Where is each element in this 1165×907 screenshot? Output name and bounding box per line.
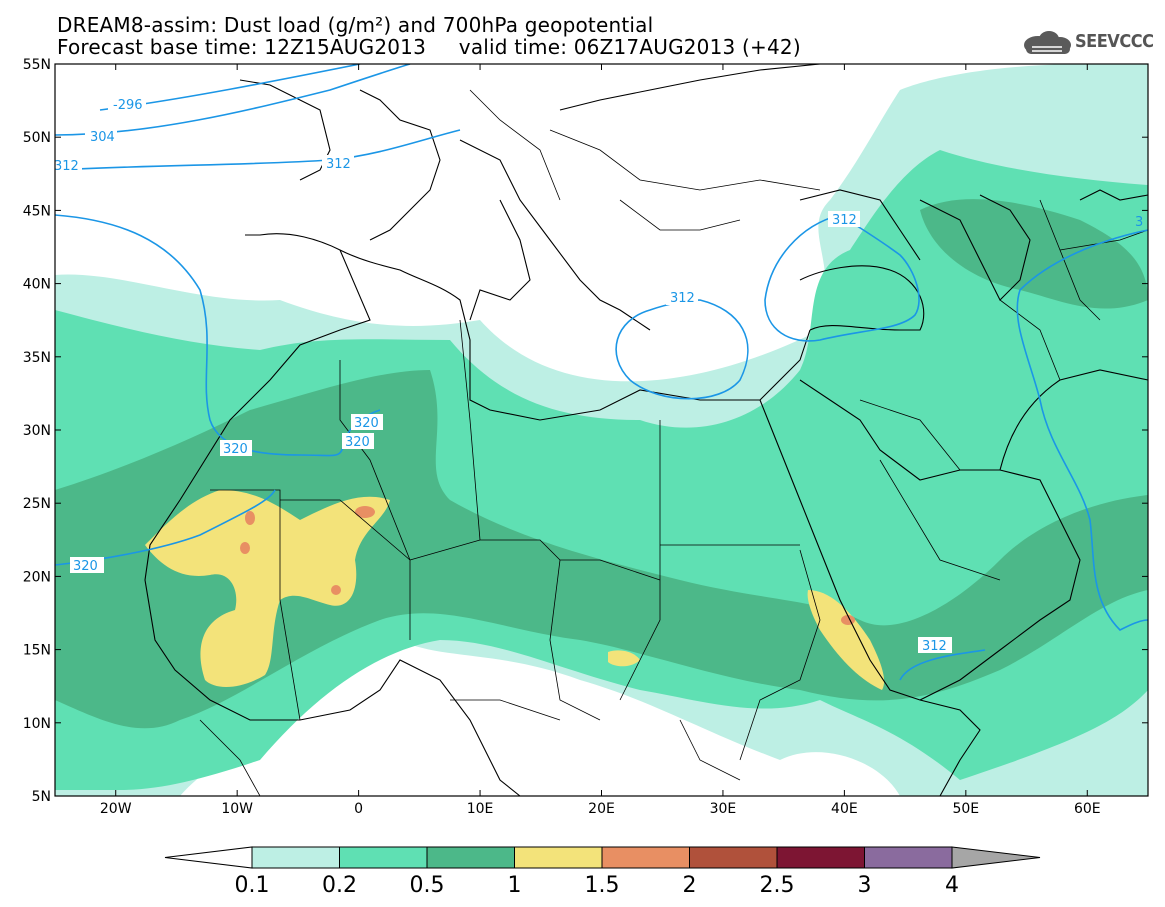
map-title: DREAM8-assim: Dust load (g/m²) and 700hP… <box>57 13 654 37</box>
contour-label: 312 <box>832 213 857 228</box>
lon-label: 0 <box>354 801 363 817</box>
colorbar-label: 0.1 <box>235 873 270 898</box>
lat-label: 40N <box>23 277 51 293</box>
colorbar-label: 2.5 <box>760 873 795 898</box>
colorbar-low-arrow <box>164 846 253 869</box>
dust-spot-1.5 <box>240 542 250 554</box>
colorbar-swatch <box>864 846 953 869</box>
dust-band-0.5-caspian <box>920 199 1148 309</box>
lat-label: 35N <box>23 350 51 366</box>
latitude-axis: 55N 50N 45N 40N 35N 30N 25N 20N 15N 10N 5N <box>23 57 1148 805</box>
contour-label: 320 <box>345 435 370 450</box>
colorbar-label: 0.5 <box>410 873 445 898</box>
contour-label: 320 <box>354 416 379 431</box>
longitude-axis: 20W 10W 0 10E 20E 30E 40E 50E 60E <box>100 64 1101 817</box>
dust-spot-1.5 <box>355 506 375 518</box>
colorbar-label: 2 <box>683 873 697 898</box>
lon-label: 30E <box>710 801 737 817</box>
colorbar-label: 3 <box>858 873 872 898</box>
contour-label: 3 <box>1135 215 1143 230</box>
lon-label: 60E <box>1074 801 1101 817</box>
colorbar-swatch <box>689 846 778 869</box>
colorbar-label: 1 <box>508 873 522 898</box>
colorbar-swatch <box>251 846 340 869</box>
contour-label: 312 <box>922 639 947 654</box>
contour-label: 320 <box>73 559 98 574</box>
lon-label: 20W <box>100 801 132 817</box>
dust-band-1 <box>145 490 390 687</box>
contour-labels: -296 304 312 312 312 312 312 320 320 320… <box>54 96 1143 654</box>
lat-label: 45N <box>23 203 51 219</box>
lat-label: 10N <box>23 716 51 732</box>
dust-band-1-small <box>608 650 640 667</box>
colorbar-label: 0.2 <box>322 873 357 898</box>
contour-label: -296 <box>113 98 143 113</box>
colorbar-swatch <box>339 846 428 869</box>
contour-label: 304 <box>90 130 115 145</box>
lat-label: 15N <box>23 643 51 659</box>
lon-label: 40E <box>831 801 858 817</box>
dust-spot-1.5 <box>331 585 341 595</box>
contour-label: 312 <box>326 157 351 172</box>
contour-label: 312 <box>670 291 695 306</box>
country-borders <box>199 89 1148 796</box>
lat-label: 20N <box>23 569 51 585</box>
colorbar: 0.1 0.2 0.5 1 1.5 2 2.5 3 4 <box>164 846 1041 898</box>
map-panel: -296 304 312 312 312 312 312 320 320 320… <box>54 64 1148 796</box>
lon-label: 10W <box>221 801 253 817</box>
colorbar-swatch <box>514 846 603 869</box>
seevccc-logo <box>1024 31 1071 54</box>
coastlines <box>144 64 1148 796</box>
forecast-time-subtitle: Forecast base time: 12Z15AUG2013 valid t… <box>57 35 801 59</box>
colorbar-swatch <box>426 846 515 869</box>
lat-label: 25N <box>23 496 51 512</box>
lon-label: 10E <box>467 801 494 817</box>
logo-text: SEEVCCC <box>1075 31 1154 52</box>
dust-spot-1.5 <box>245 511 255 525</box>
dust-band-0.5 <box>55 370 1148 729</box>
colorbar-swatch <box>601 846 690 869</box>
lon-label: 20E <box>588 801 615 817</box>
lon-label: 50E <box>952 801 979 817</box>
colorbar-label: 1.5 <box>585 873 620 898</box>
dust-band-1-red-sea <box>807 590 885 690</box>
colorbar-high-arrow <box>951 846 1041 869</box>
colorbar-swatch <box>776 846 865 869</box>
lat-label: 50N <box>23 130 51 146</box>
contour-label: 320 <box>223 442 248 457</box>
lat-label: 55N <box>23 57 51 73</box>
lat-label: 30N <box>23 423 51 439</box>
contour-label: 312 <box>54 159 79 174</box>
lat-label: 5N <box>32 789 51 805</box>
colorbar-label: 4 <box>945 873 959 898</box>
cloud-icon <box>1024 31 1071 54</box>
